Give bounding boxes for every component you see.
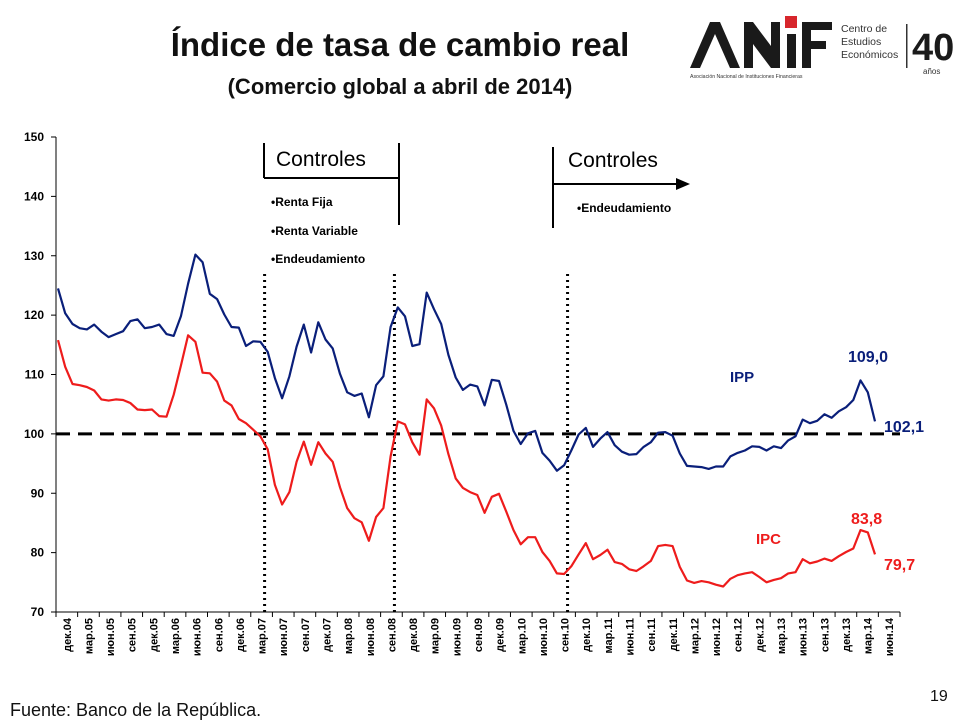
y-tick-label: 100 [24, 427, 44, 441]
page-title: Índice de tasa de cambio real [170, 26, 630, 63]
logo-red-square [785, 16, 797, 28]
x-tick-label: мар.13 [776, 618, 788, 654]
x-tick-label: мар.14 [863, 617, 875, 654]
controls-1-item-2: •Renta Variable [271, 224, 358, 238]
x-tick-label: мар.10 [516, 618, 528, 654]
x-tick-label: дек.04 [62, 617, 74, 652]
x-tick-label: июн.08 [365, 618, 377, 656]
logo-center-line-2: Estudios [841, 36, 881, 48]
x-tick-label: мар.07 [257, 618, 269, 654]
y-tick-label: 80 [31, 546, 45, 560]
x-tick-label: дек.13 [841, 618, 853, 652]
x-tick-label: июн.09 [451, 618, 463, 656]
y-tick-label: 150 [24, 130, 44, 144]
x-tick-label: мар.08 [343, 618, 355, 654]
controls-1-item-1: •Renta Fija [271, 195, 333, 209]
logo-tagline: Asociación Nacional de Instituciones Fin… [690, 74, 803, 80]
x-tick-label: мар.05 [83, 618, 95, 654]
x-tick-label: дек.10 [581, 618, 593, 652]
x-tick-label: сен.13 [819, 618, 831, 652]
x-tick-label: сен.09 [473, 618, 485, 652]
controls-2-arrow-head [676, 178, 690, 190]
x-tick-label: дек.08 [408, 618, 420, 652]
logo-anniversary: 40 [912, 27, 953, 69]
y-tick-label: 140 [24, 189, 44, 203]
x-tick-label: мар.06 [170, 618, 182, 654]
y-tick-label: 110 [25, 368, 45, 382]
controls-1-title: Controles [276, 148, 366, 171]
x-tick-label: сен.07 [300, 618, 312, 652]
series-lines [56, 253, 877, 588]
x-tick-label: июн.06 [192, 618, 204, 656]
y-tick-label: 130 [24, 249, 44, 263]
x-tick-label: дек.11 [668, 618, 680, 651]
x-tick-label: сен.06 [213, 618, 225, 652]
source-note: Fuente: Banco de la República. [10, 700, 262, 720]
y-tick-label: 90 [31, 486, 45, 500]
anif-logo: Asociación Nacional de Instituciones Fin… [690, 16, 953, 80]
series-label-ipp: IPP [730, 369, 754, 386]
x-tick-label: дек.09 [495, 618, 507, 652]
y-tick-label: 120 [24, 308, 44, 322]
ipp-peak-label: 109,0 [848, 349, 888, 366]
x-tick-label: мар.09 [430, 618, 442, 654]
controls-1-item-3: •Endeudamiento [271, 252, 365, 266]
page-subtitle: (Comercio global a abril de 2014) [227, 74, 573, 99]
x-tick-label: июн.12 [711, 618, 723, 656]
x-tick-label: июн.13 [798, 618, 810, 656]
logo-center-line-1: Centro de [841, 23, 887, 35]
controls-box-1: Controles •Renta Fija •Renta Variable •E… [263, 143, 400, 266]
x-tick-label: дек.05 [148, 618, 160, 652]
controls-2-title: Controles [568, 149, 658, 172]
x-tick-label: июн.05 [105, 618, 117, 656]
logo-anniversary-sub: años [923, 67, 940, 76]
x-tick-label: июн.10 [538, 618, 550, 656]
controls-box-2: Controles •Endeudamiento [552, 147, 690, 228]
axes: 70 80 90 100 110 120 130 140 150 дек.04 мар.05 июн.… [24, 130, 901, 656]
x-tick-label: дек.07 [322, 618, 334, 652]
page-number: 19 [930, 688, 948, 705]
ipc-peak-label: 83,8 [851, 511, 882, 528]
series-line-ipc [56, 334, 877, 588]
x-tick-label: сен.11 [646, 618, 658, 652]
x-tick-label: июн.14 [884, 617, 896, 656]
y-tick-label: 70 [31, 605, 45, 619]
vertical-markers [56, 274, 900, 612]
x-tick-label: сен.10 [560, 618, 572, 652]
logo-center-line-3: Económicos [841, 49, 898, 61]
x-tick-label: дек.12 [754, 618, 766, 652]
x-tick-label: мар.12 [689, 618, 701, 654]
x-tick-label: июн.11 [624, 618, 636, 656]
ipp-last-label: 102,1 [884, 419, 924, 436]
controls-2-item-1: •Endeudamiento [577, 201, 671, 215]
x-tick-label: сен.08 [386, 618, 398, 652]
x-tick-label: июн.07 [278, 618, 290, 656]
x-tick-label: дек.06 [235, 618, 247, 652]
x-tick-label: мар.11 [603, 618, 615, 654]
series-line-ipp [56, 253, 877, 472]
series-label-ipc: IPC [756, 531, 781, 548]
x-tick-label: сен.05 [127, 618, 139, 652]
logo-divider [906, 24, 908, 68]
ipc-last-label: 79,7 [884, 557, 915, 574]
x-tick-label: сен.12 [733, 618, 745, 652]
